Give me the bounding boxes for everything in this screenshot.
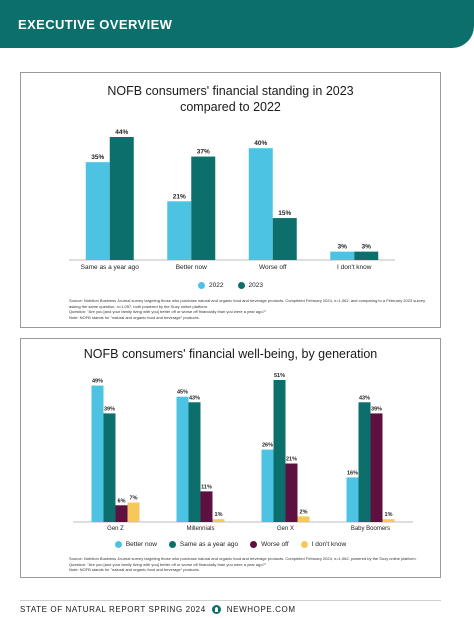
chart-panel-by-generation: NOFB consumers' financial well-being, by…: [20, 338, 441, 578]
category-label-millennials: Millennials: [186, 526, 214, 532]
footer-divider: [20, 600, 441, 601]
legend-label-same-as-a-year-ago: Same as a year ago: [179, 541, 239, 548]
bar-millennials-better-now: [176, 396, 189, 522]
chart-legend: Better now Same as a year ago Worse off I d…: [21, 541, 440, 548]
data-label-baby-boomers-better-now: 16%: [347, 470, 358, 476]
legend-swatch-2022: [198, 282, 206, 289]
category-label-gen-z: Gen Z: [107, 526, 124, 532]
notes-note: Note: NOFB stands for "natural and organ…: [69, 567, 200, 573]
data-label-millennials-same-as-a-year-ago: 43%: [189, 395, 200, 401]
bar-worse-off-2022: [248, 148, 273, 260]
legend-label-worse-off: Worse off: [261, 541, 289, 548]
data-label-baby-boomers-i-don-t-know: 1%: [385, 512, 393, 518]
bar-millennials-same-as-a-year-ago: [188, 402, 201, 522]
header-banner: EXECUTIVE OVERVIEW: [0, 0, 474, 48]
footer-report-label: STATE OF NATURAL REPORT SPRING 2024: [20, 605, 206, 614]
data-label-millennials-better-now: 45%: [177, 390, 188, 396]
brand-logo-icon: [211, 605, 221, 614]
legend-item-better-now: Better now: [114, 541, 157, 548]
bar-gen-z-better-now: [91, 385, 104, 522]
legend-label-i-don-t-know: I don't know: [311, 541, 347, 548]
bar-millennials-worse-off: [200, 491, 213, 522]
bar-gen-x-same-as-a-year-ago: [273, 380, 286, 522]
notes-note: Note: NOFB stands for "natural and organ…: [69, 314, 200, 320]
bar-baby-boomers-better-now: [346, 477, 359, 522]
bar-gen-x-i-don-t-know: [297, 516, 310, 522]
bar-chart-standing: 35% 44% Same as a year ago 21% 37% Better now…: [69, 129, 395, 271]
data-label-i-don-t-know-2022: 3%: [338, 244, 348, 251]
bar-gen-z-same-as-a-year-ago: [103, 413, 116, 522]
data-label-baby-boomers-same-as-a-year-ago: 43%: [359, 395, 370, 401]
data-label-millennials-worse-off: 11%: [201, 484, 212, 490]
data-label-gen-x-better-now: 26%: [262, 443, 273, 449]
chart-title-line-1: NOFB consumers' financial standing in 20…: [107, 84, 354, 98]
bar-baby-boomers-i-don-t-know: [382, 519, 395, 522]
category-label-same-as-a-year-ago: Same as a year ago: [81, 264, 140, 271]
notes-question: Question: "Are you [and your family livi…: [69, 309, 267, 315]
data-label-same-as-a-year-ago-2022: 35%: [91, 154, 104, 161]
bar-same-as-a-year-ago-2022: [85, 162, 110, 260]
data-label-gen-z-same-as-a-year-ago: 39%: [104, 406, 115, 412]
bar-millennials-i-don-t-know: [212, 519, 225, 522]
legend-item-i-don-t-know: I don't know: [300, 541, 347, 548]
chart-title-line-2: compared to 2022: [180, 100, 281, 114]
legend-item-worse-off: Worse off: [250, 541, 289, 548]
legend-swatch-better-now: [114, 541, 122, 548]
notes-source: Source: Nutrition Business Journal surve…: [69, 556, 417, 561]
legend-swatch-i-don-t-know: [300, 541, 308, 548]
data-label-i-don-t-know-2023: 3%: [362, 244, 372, 251]
section-title: EXECUTIVE OVERVIEW: [18, 17, 173, 32]
bar-baby-boomers-worse-off: [370, 413, 383, 522]
footer: STATE OF NATURAL REPORT SPRING 2024 NEWH…: [20, 605, 296, 614]
notes-source: Source: Nutrition Business Journal surve…: [69, 298, 426, 309]
chart-notes: Source: Nutrition Business Journal surve…: [69, 298, 430, 320]
bar-i-don-t-know-2022: [330, 251, 355, 260]
data-label-gen-z-worse-off: 6%: [118, 498, 126, 504]
bar-chart-generation: 49%39%6% 7%Gen Z45%43%11%1%Millennials26%…: [73, 373, 413, 532]
data-label-gen-z-i-don-t-know: 7%: [130, 496, 138, 502]
category-label-worse-off: Worse off: [259, 264, 287, 271]
data-label-gen-x-worse-off: 21%: [286, 457, 297, 463]
data-label-worse-off-2022: 40%: [254, 140, 267, 147]
chart-panel-financial-standing: NOFB consumers' financial standing in 20…: [20, 72, 441, 328]
data-label-gen-x-i-don-t-know: 2%: [300, 509, 308, 515]
data-label-worse-off-2023: 15%: [278, 210, 291, 217]
bar-worse-off-2023: [272, 218, 297, 260]
legend-swatch-same-as-a-year-ago: [168, 541, 176, 548]
data-label-baby-boomers-worse-off: 39%: [371, 406, 382, 412]
data-label-same-as-a-year-ago-2023: 44%: [115, 129, 128, 136]
bar-better-now-2023: [191, 156, 216, 260]
category-label-better-now: Better now: [176, 264, 207, 271]
chart-title: NOFB consumers' financial well-being, by…: [83, 347, 378, 361]
data-label-better-now-2022: 21%: [173, 193, 186, 200]
legend-label-better-now: Better now: [125, 541, 157, 548]
bar-i-don-t-know-2023: [354, 251, 379, 260]
legend-label-2023: 2023: [248, 282, 263, 289]
notes-question: Question: "Are you [and your family livi…: [69, 561, 267, 567]
data-label-gen-z-better-now: 49%: [92, 379, 103, 385]
category-label-i-don-t-know: I don't know: [337, 264, 372, 271]
bar-better-now-2022: [167, 201, 192, 260]
legend-swatch-worse-off: [250, 541, 258, 548]
category-label-baby-boomers: Baby Boomers: [351, 526, 390, 532]
bar-gen-x-worse-off: [285, 463, 298, 522]
data-label-gen-x-same-as-a-year-ago: 51%: [274, 373, 285, 379]
bar-gen-x-better-now: [261, 449, 274, 522]
bar-gen-z-i-don-t-know: [127, 502, 140, 522]
chart-legend: 2022 2023: [21, 282, 440, 289]
footer-site-link[interactable]: NEWHOPE.COM: [226, 605, 296, 614]
bar-same-as-a-year-ago-2023: [109, 137, 134, 260]
bar-gen-z-worse-off: [115, 505, 128, 522]
legend-label-2022: 2022: [209, 282, 224, 289]
legend-item-2022: 2022: [198, 282, 224, 289]
legend-item-same-as-a-year-ago: Same as a year ago: [168, 541, 239, 548]
data-label-better-now-2023: 37%: [197, 149, 210, 156]
chart-notes: Source: Nutrition Business Journal surve…: [69, 556, 430, 573]
data-label-millennials-i-don-t-know: 1%: [215, 512, 223, 518]
legend-swatch-2023: [237, 282, 245, 289]
bar-baby-boomers-same-as-a-year-ago: [358, 402, 371, 522]
legend-item-2023: 2023: [237, 282, 263, 289]
category-label-gen-x: Gen X: [277, 526, 294, 532]
